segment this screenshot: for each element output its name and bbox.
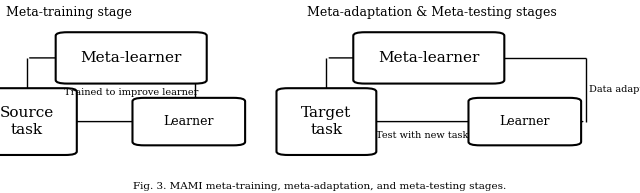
Text: Fig. 3. MAMI meta-training, meta-adaptation, and meta-testing stages.: Fig. 3. MAMI meta-training, meta-adaptat… [133, 182, 507, 191]
FancyBboxPatch shape [56, 32, 207, 84]
Text: Meta-learner: Meta-learner [81, 51, 182, 65]
Text: Test with new task: Test with new task [376, 131, 468, 140]
Text: Target
task: Target task [301, 107, 351, 137]
Text: Data adaptation: Data adaptation [589, 85, 640, 94]
Text: Meta-training stage: Meta-training stage [6, 6, 132, 19]
Text: Learner: Learner [164, 115, 214, 128]
FancyBboxPatch shape [0, 88, 77, 155]
Text: Meta-adaptation & Meta-testing stages: Meta-adaptation & Meta-testing stages [307, 6, 557, 19]
FancyBboxPatch shape [353, 32, 504, 84]
Text: Meta-learner: Meta-learner [378, 51, 479, 65]
Text: Trained to improve learner: Trained to improve learner [64, 88, 198, 97]
FancyBboxPatch shape [468, 98, 581, 145]
FancyBboxPatch shape [276, 88, 376, 155]
Text: Learner: Learner [500, 115, 550, 128]
FancyBboxPatch shape [132, 98, 245, 145]
Text: Source
task: Source task [0, 107, 54, 137]
